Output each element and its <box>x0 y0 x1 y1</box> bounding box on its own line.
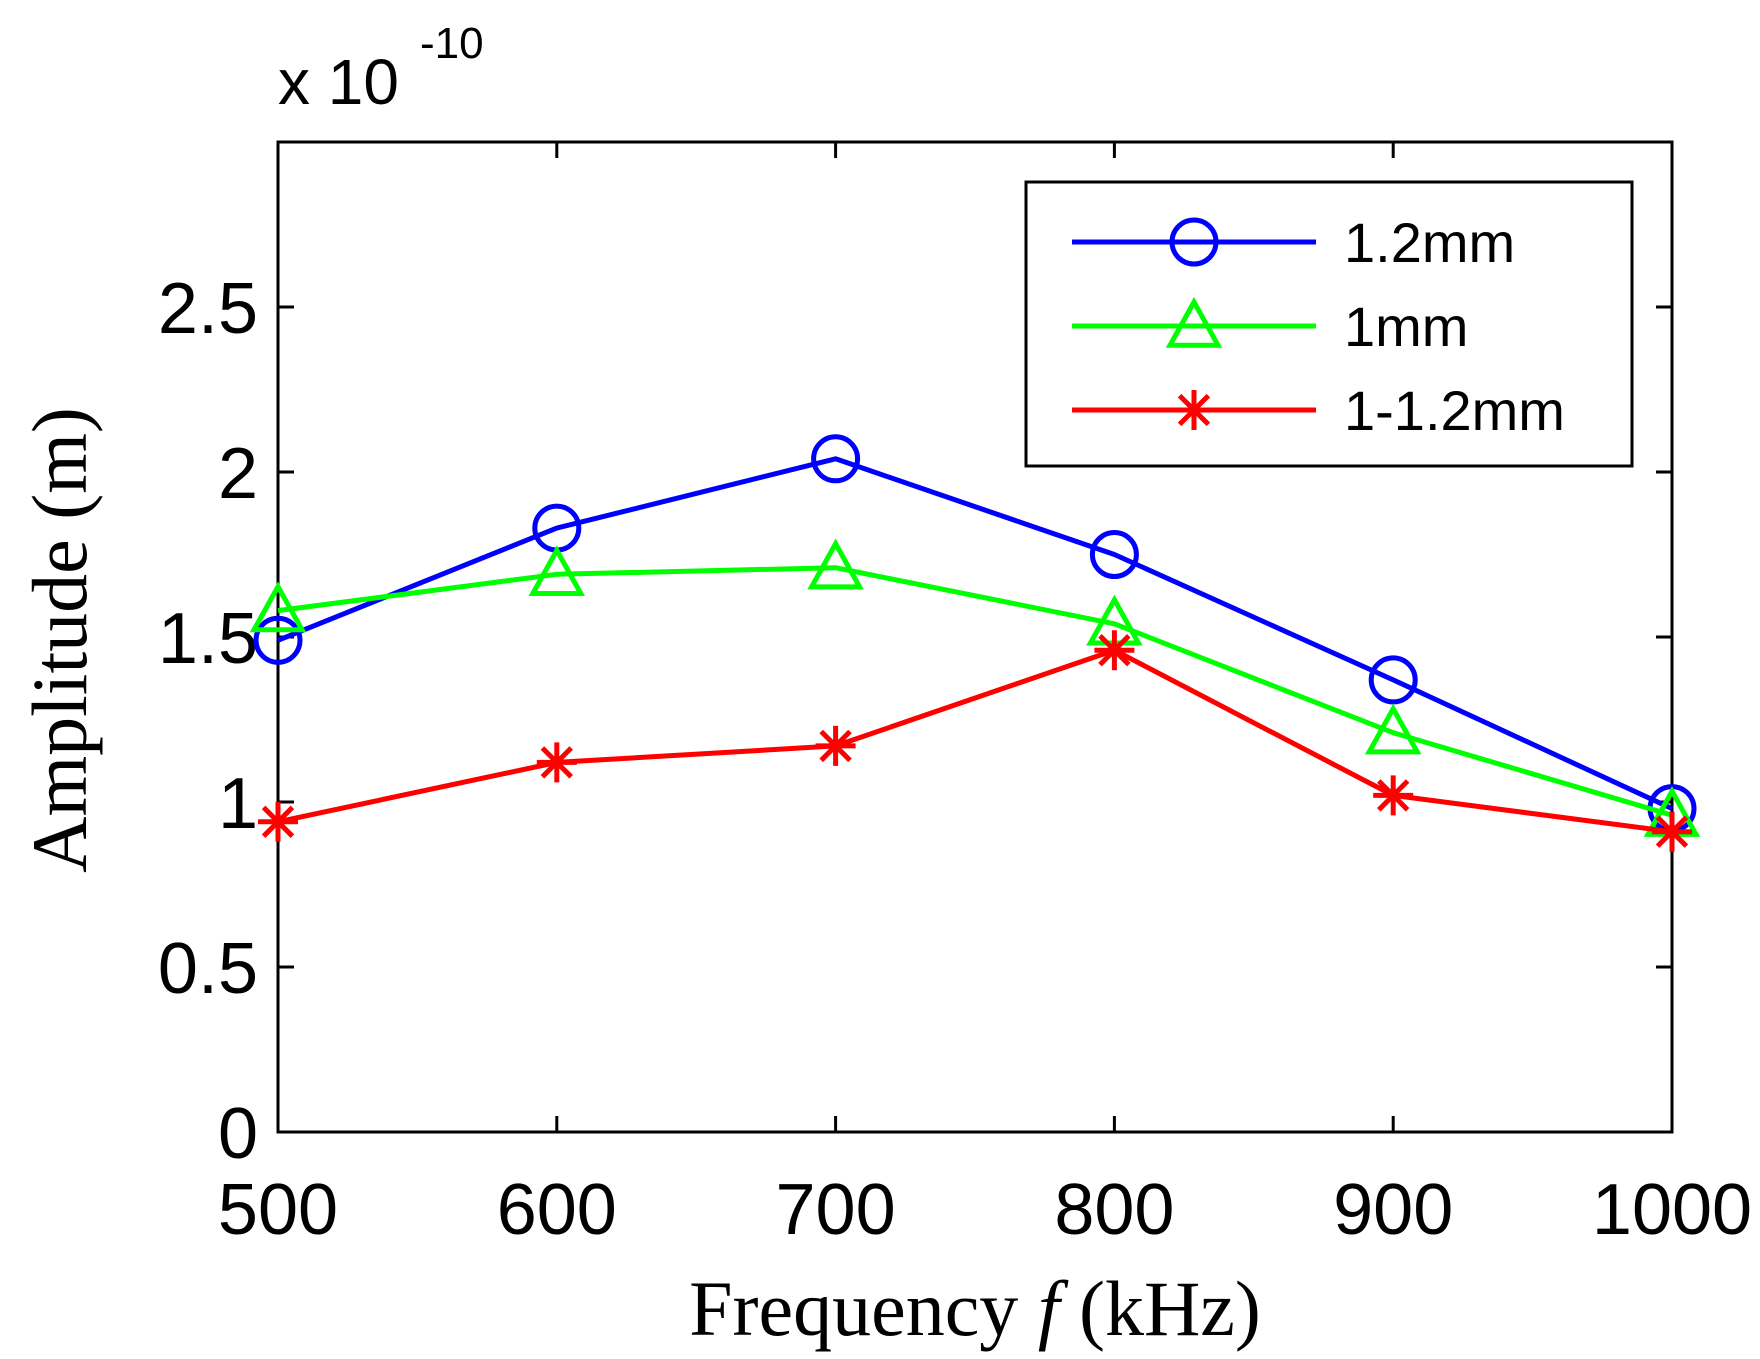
data-point-asterisk <box>1652 811 1692 852</box>
y-tick-label: 2 <box>218 434 258 514</box>
legend-marker-circle <box>1169 217 1219 267</box>
x-tick-label: 800 <box>1054 1170 1174 1250</box>
legend-marker-triangle <box>1165 296 1223 348</box>
series-1-1.2mm <box>258 630 1692 852</box>
data-point-circle <box>1089 530 1139 579</box>
legend-marker-asterisk-stroke <box>1174 390 1214 430</box>
data-point-asterisk-stroke <box>1652 811 1692 852</box>
legend-label: 1-1.2mm <box>1344 379 1565 442</box>
y-multiplier-base: x 10 <box>278 46 399 118</box>
y-axis-title: Amplitude (m) <box>16 407 103 873</box>
y-tick-label: 1.5 <box>158 599 258 679</box>
data-point-asterisk-stroke <box>1094 630 1135 671</box>
legend-label: 1.2mm <box>1344 211 1515 274</box>
data-point-asterisk-stroke <box>815 725 856 766</box>
data-point-asterisk-stroke <box>1373 775 1414 816</box>
data-point-triangle <box>528 545 586 596</box>
data-point-asterisk-stroke <box>536 742 577 783</box>
data-point-asterisk-stroke <box>258 801 298 842</box>
x-tick-label: 900 <box>1333 1170 1453 1250</box>
series-line <box>277 456 1674 811</box>
y-tick-label: 1 <box>218 764 258 844</box>
x-tick-label: 600 <box>497 1170 617 1250</box>
x-tick-label: 1000 <box>1592 1170 1752 1250</box>
series-line <box>277 647 1673 835</box>
data-point-asterisk <box>1094 630 1135 671</box>
legend-marker-asterisk <box>1174 390 1214 430</box>
y-tick-label: 2.5 <box>158 269 258 349</box>
data-point-triangle <box>1364 703 1422 755</box>
data-point-circle <box>253 615 303 665</box>
data-point-asterisk <box>258 801 298 842</box>
series-line <box>277 565 1673 818</box>
series-1.2mm <box>253 434 1697 834</box>
data-point-asterisk <box>1373 775 1414 816</box>
data-point-asterisk <box>815 725 856 766</box>
data-point-circle <box>1368 655 1418 705</box>
x-tick-label: 700 <box>776 1170 896 1250</box>
data-point-triangle <box>807 538 864 590</box>
y-tick-label: 0 <box>218 1094 258 1174</box>
series-1mm <box>249 538 1701 837</box>
x-tick-label: 500 <box>218 1170 338 1250</box>
y-tick-label: 0.5 <box>158 929 258 1009</box>
legend: 1.2mm 1mm 1-1.2mm <box>1024 180 1634 468</box>
data-point-triangle <box>249 581 307 633</box>
y-multiplier-exponent: -10 <box>420 19 484 68</box>
x-axis-title: Frequency f (kHz) <box>689 1265 1261 1352</box>
data-point-asterisk <box>536 742 577 783</box>
legend-label: 1mm <box>1344 295 1468 358</box>
data-point-circle <box>811 434 861 484</box>
